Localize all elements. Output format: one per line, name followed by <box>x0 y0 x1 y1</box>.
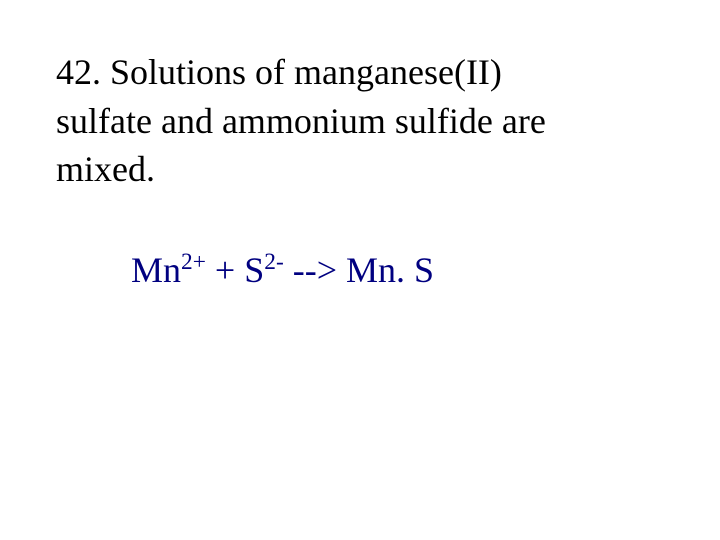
question-text: 42. Solutions of manganese(II) sulfate a… <box>56 48 664 194</box>
reactant2-element: S <box>244 250 264 290</box>
question-line1: Solutions of manganese(II) <box>110 52 502 92</box>
slide-content: 42. Solutions of manganese(II) sulfate a… <box>0 0 720 339</box>
plus-sign: + <box>206 250 244 290</box>
reactant2-charge: 2- <box>264 249 284 275</box>
reaction-arrow: --> <box>284 250 346 290</box>
product: Mn. S <box>346 250 434 290</box>
question-number: 42. <box>56 52 101 92</box>
reactant1-charge: 2+ <box>181 249 206 275</box>
chemical-equation: Mn2+ + S2- --> Mn. S <box>56 249 664 291</box>
question-line3: mixed. <box>56 149 155 189</box>
reactant1-element: Mn <box>131 250 181 290</box>
question-line2: sulfate and ammonium sulfide are <box>56 101 546 141</box>
